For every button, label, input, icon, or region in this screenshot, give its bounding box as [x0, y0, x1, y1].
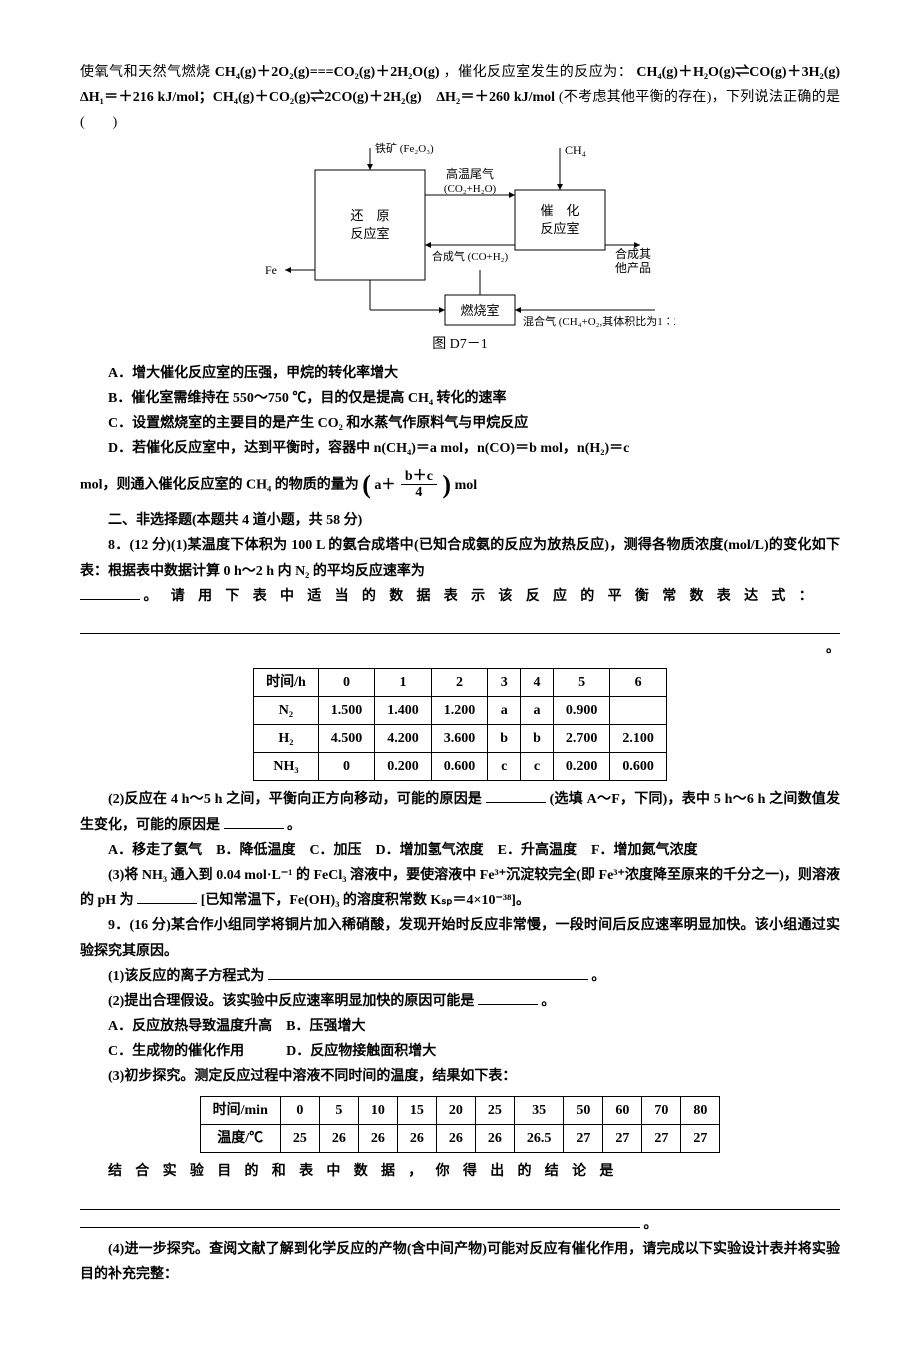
synth-other-2: 他产品 [615, 261, 651, 275]
q9p1-text: (1)该反应的离子方程式为 [108, 969, 264, 984]
q9-part1: (1)该反应的离子方程式为 。 [80, 964, 840, 989]
synth-other-1: 合成其 [615, 246, 651, 261]
option-d-line2: mol，则通入催化反应室的 CH₄ 的物质的量为 ( a＋ b＋c 4 ) mo… [80, 462, 840, 509]
table-row: 时间/h 0 1 2 3 4 5 6 [254, 668, 667, 696]
t1-h1: 0 [318, 668, 375, 696]
mixgas-label: 混合气 (CH₄+O₂,其体积比为1∶2) [523, 314, 675, 328]
process-diagram: 还 原 反应室 催 化 反应室 燃烧室 铁矿 (Fe₂O₃) CH₄ 高温尾气 … [80, 140, 840, 357]
q9-conclusion-blank [80, 1186, 840, 1209]
t1-h5: 4 [521, 668, 554, 696]
diagram-svg: 还 原 反应室 催 化 反应室 燃烧室 铁矿 (Fe₂O₃) CH₄ 高温尾气 … [245, 140, 675, 330]
catalysis-room-label-1: 催 化 [540, 203, 579, 218]
reduction-room-label-1: 还 原 [350, 208, 389, 223]
q9-part2-opts2: C．生成物的催化作用 D．反应物接触面积增大 [80, 1039, 840, 1064]
frac-left: a＋ [374, 477, 395, 492]
q9-concl-blank2 [80, 1213, 640, 1228]
q8p2-c: 。 [287, 818, 301, 833]
intro-paragraph: 使氧气和天然气燃烧 CH₄(g)＋2O₂(g)===CO₂(g)＋2H₂O(g)… [80, 60, 840, 136]
tail-gas-label: 高温尾气 [446, 166, 494, 181]
t1-h3: 2 [431, 668, 488, 696]
rparen: ) [442, 470, 451, 499]
option-c: C．设置燃烧室的主要目的是产生 CO₂ 和水蒸气作原料气与甲烷反应 [80, 411, 840, 436]
q8p2-blank2 [224, 814, 284, 829]
q9-concl-end: 。 [644, 1217, 658, 1232]
option-d-paren: ( a＋ b＋c 4 ) mol [362, 462, 477, 509]
q8-part2: (2)反应在 4 h～5 h 之间，平衡向正方向移动，可能的原因是 (选填 A～… [80, 787, 840, 837]
burn-room-label: 燃烧室 [460, 303, 499, 318]
lparen: ( [362, 470, 371, 499]
q9-conclusion-prompt: 结 合 实 验 目 的 和 表 中 数 据 ， 你 得 出 的 结 论 是 [80, 1159, 840, 1184]
q9p2-blank [478, 990, 538, 1005]
q8-text-a: 8．(12 分)(1)某温度下体积为 100 L 的氨合成塔中(已知合成氨的反应… [80, 538, 840, 578]
section2-heading: 二、非选择题(本题共 4 道小题，共 58 分) [80, 508, 840, 533]
q8p2-blank1 [486, 788, 546, 803]
q9p2-text: (2)提出合理假设。该实验中反应速率明显加快的原因可能是 [108, 994, 474, 1009]
reduction-room-label-2: 反应室 [350, 226, 389, 241]
q8-part3: (3)将 NH₃ 通入到 0.04 mol·L⁻¹ 的 FeCl₃ 溶液中，要使… [80, 863, 840, 913]
fraction: b＋c 4 [401, 469, 437, 501]
intro-eq-1: CH₄(g)＋2O₂(g)===CO₂(g)＋2H₂O(g) [215, 65, 440, 80]
temperature-table: 时间/min 0 5 10 15 20 25 35 50 60 70 80 温度… [200, 1096, 721, 1153]
t1-h6: 5 [553, 668, 610, 696]
q9-stem: 9．(16 分)某合作小组同学将铜片加入稀硝酸，发现开始时反应非常慢，一段时间后… [80, 913, 840, 963]
q9-conclusion-line2: 。 [80, 1212, 840, 1237]
iron-ore-label: 铁矿 (Fe₂O₃) [375, 142, 434, 155]
t1-h7: 6 [610, 668, 667, 696]
q8-blank-1 [80, 585, 140, 600]
concentration-table: 时间/h 0 1 2 3 4 5 6 N₂ 1.500 1.400 1.200 … [253, 668, 667, 782]
option-a: A．增大催化反应室的压强，甲烷的转化率增大 [80, 361, 840, 386]
q9-part3: (3)初步探究。测定反应过程中溶液不同时间的温度，结果如下表： [80, 1064, 840, 1089]
q8p2-a: (2)反应在 4 h～5 h 之间，平衡向正方向移动，可能的原因是 [108, 792, 482, 807]
syngas-label: 合成气 (CO+H₂) [432, 249, 509, 263]
table-row: N₂ 1.500 1.400 1.200 a a 0.900 [254, 696, 667, 724]
q8-part1: 8．(12 分)(1)某温度下体积为 100 L 的氨合成塔中(已知合成氨的反应… [80, 533, 840, 583]
catalysis-room-label-2: 反应室 [540, 221, 579, 236]
q8p3-post: [已知常温下，Fe(OH)₃ 的溶度积常数 Kₛₚ＝4×10⁻³⁸]。 [201, 893, 530, 908]
ch4-label: CH₄ [565, 143, 586, 157]
q8-long-blank [80, 611, 840, 634]
table-row: 时间/min 0 5 10 15 20 25 35 50 60 70 80 [200, 1096, 720, 1124]
q8-end: 。 [80, 636, 840, 661]
frac-den: 4 [401, 485, 437, 500]
q9-part4: (4)进一步探究。查阅文献了解到化学反应的产物(含中间产物)可能对反应有催化作用… [80, 1237, 840, 1287]
frac-num: b＋c [401, 469, 437, 485]
fe-label: Fe [265, 263, 277, 277]
t1-h2: 1 [375, 668, 432, 696]
q8-part2-opts: A．移走了氨气 B．降低温度 C．加压 D．增加氢气浓度 E．升高温度 F．增加… [80, 838, 840, 863]
diagram-caption: 图 D7－1 [80, 332, 840, 357]
intro-text-1: 使氧气和天然气燃烧 [80, 65, 215, 80]
option-b: B．催化室需维持在 550～750 ℃，目的仅是提高 CH₄ 转化的速率 [80, 386, 840, 411]
q9-part2-opts1: A．反应放热导致温度升高 B．压强增大 [80, 1014, 840, 1039]
option-d-line1: D．若催化反应室中，达到平衡时，容器中 n(CH₄)＝a mol，n(CO)＝b… [80, 436, 840, 461]
t1-h4: 3 [488, 668, 521, 696]
q8-text-b: 。 请 用 下 表 中 适 当 的 数 据 表 示 该 反 应 的 平 衡 常 … [144, 589, 818, 604]
q9-part2: (2)提出合理假设。该实验中反应速率明显加快的原因可能是 。 [80, 989, 840, 1014]
table-row: H₂ 4.500 4.200 3.600 b b 2.700 2.100 [254, 725, 667, 753]
intro-text-2: ，催化反应室发生的反应为： [444, 65, 633, 80]
q9p2-end: 。 [541, 994, 555, 1009]
table-row: 温度/℃ 25 26 26 26 26 26 26.5 27 27 27 27 [200, 1124, 720, 1152]
q9p1-blank [268, 965, 588, 980]
q9p1-end: 。 [591, 969, 605, 984]
t1-h0: 时间/h [254, 668, 319, 696]
table-row: NH₃ 0 0.200 0.600 c c 0.200 0.600 [254, 753, 667, 781]
q8-blank-line: 。 请 用 下 表 中 适 当 的 数 据 表 示 该 反 应 的 平 衡 常 … [80, 584, 840, 609]
q8p3-blank [137, 889, 197, 904]
option-d-text: mol，则通入催化反应室的 CH₄ 的物质的量为 [80, 477, 362, 492]
frac-right: mol [455, 477, 478, 492]
tail-gas-formula: (CO₂+H₂O) [444, 183, 497, 195]
